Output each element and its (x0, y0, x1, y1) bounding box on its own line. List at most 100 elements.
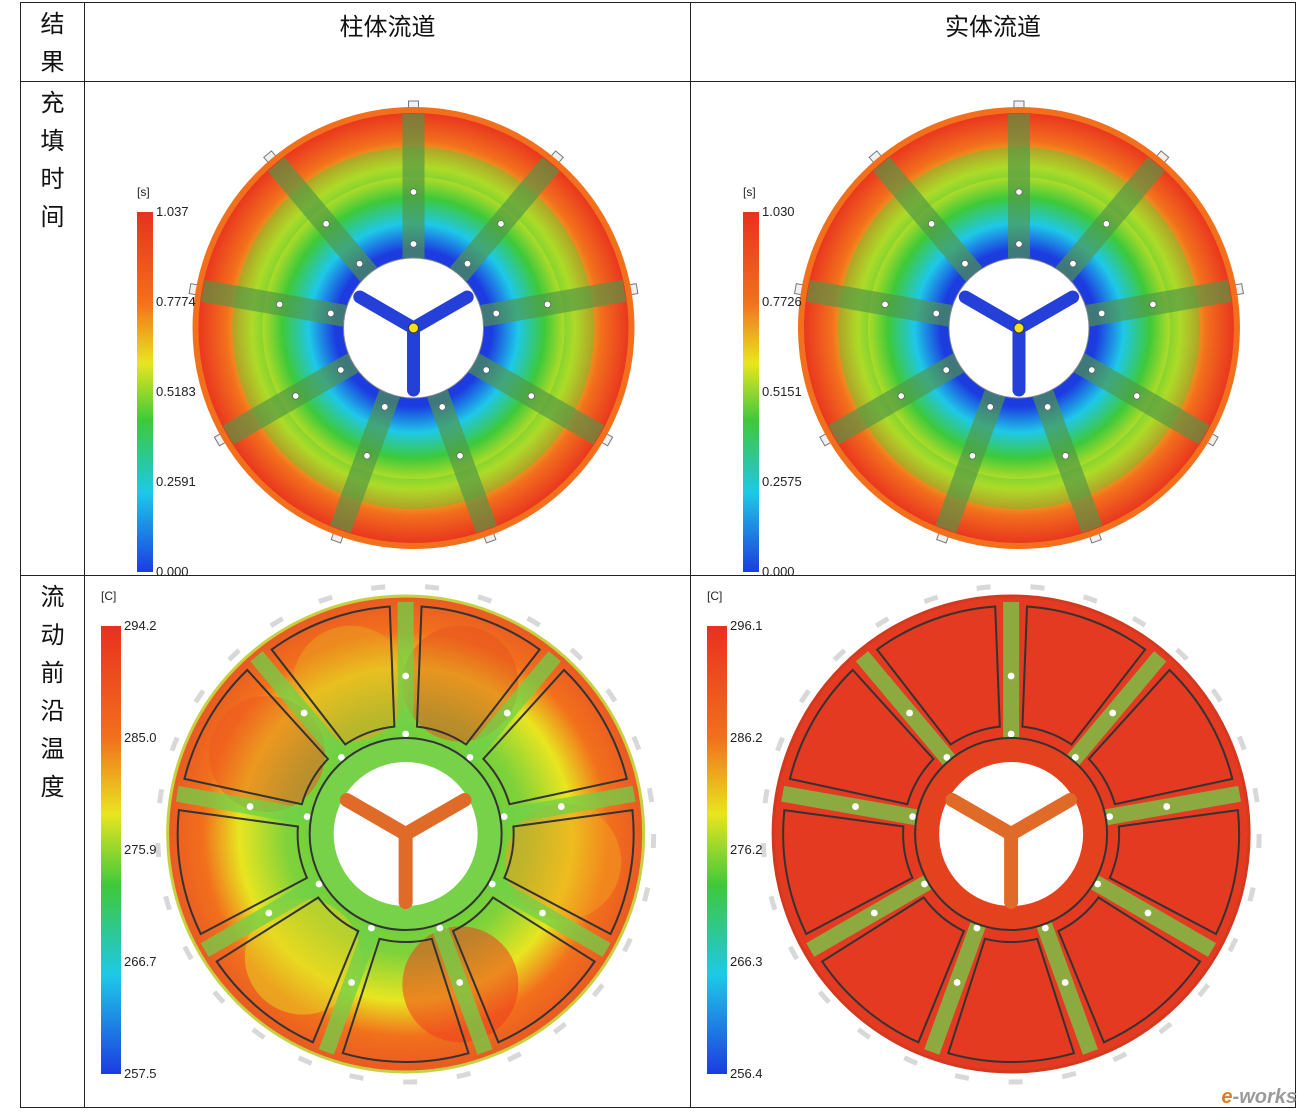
legend-tick-label: 266.3 (730, 954, 763, 969)
runner-arm (1012, 290, 1080, 335)
rib-channel (175, 785, 313, 826)
gate-point (539, 909, 546, 917)
sector-outline (1057, 896, 1202, 1044)
legend-tick-label: 1.037 (156, 204, 189, 219)
runner-arm (958, 290, 1026, 335)
rib-channel (484, 875, 611, 957)
gate-point (1015, 240, 1023, 248)
row-label-char: 流 (40, 583, 65, 611)
rib-channel (329, 390, 400, 533)
rib-channel (1104, 785, 1241, 826)
gate-point (300, 709, 308, 717)
eworks-watermark-logo: e-works (1221, 1086, 1297, 1109)
legend-tick-label: 257.5 (124, 1066, 157, 1081)
sector-outline (1021, 605, 1147, 746)
temp-patch (292, 625, 409, 742)
rib-channel (480, 280, 627, 327)
temp-cylinder-cell: [C] 294.2 285.0 275.9 266.7 257.5 (84, 575, 691, 1108)
runner-arm (339, 793, 413, 841)
gate-point (1109, 709, 1117, 717)
gate-point (953, 979, 961, 986)
gate-point (410, 188, 418, 196)
gate-point (943, 753, 951, 761)
gate-point (921, 880, 928, 888)
gate-point (1044, 403, 1052, 411)
rib-channel (828, 353, 964, 445)
legend-unit: [s] (137, 185, 150, 199)
row-label-char: 度 (40, 773, 65, 801)
gate-point (315, 880, 323, 888)
gate-point (1106, 813, 1114, 821)
gate-point (327, 309, 335, 317)
gate-point (527, 392, 535, 400)
temp-solid-cell: [C] 296.1 286.2 276.2 266.3 256.4 (690, 575, 1296, 1108)
rib-outline (1085, 280, 1232, 327)
gate-point (961, 260, 969, 268)
gate-point (909, 813, 917, 821)
legend-color-bar (101, 626, 121, 1074)
gate-point (1015, 188, 1023, 196)
gate-point (337, 366, 345, 374)
runner-arm (398, 793, 472, 841)
fill-time-cylinder-plot: [s] 1.037 0.7774 0.5183 0.2591 0.000 (137, 100, 639, 575)
rib-channel (498, 785, 636, 826)
rib-outline (200, 280, 347, 327)
legend-tick-label: 266.7 (124, 954, 157, 969)
row-label-char: 时 (40, 165, 65, 193)
rib-channel (200, 875, 327, 957)
gate-point (363, 452, 371, 460)
temp-patch (402, 625, 519, 742)
gate-point (356, 260, 364, 268)
gate-point (503, 709, 511, 717)
gate-point (1133, 392, 1141, 400)
row-label-flow-front-temp: 流 动 前 沿 温 度 (20, 575, 85, 1108)
rib-channel (222, 353, 359, 445)
legend-unit: [C] (101, 589, 116, 603)
rib-channel (781, 785, 918, 826)
legend-tick-label: 294.2 (124, 618, 157, 633)
row-label-char: 填 (40, 127, 65, 155)
rib-outline (468, 353, 605, 445)
row-label-char: 动 (40, 621, 65, 649)
outer-ghost-ring (155, 583, 657, 1085)
rib-channel (427, 390, 498, 533)
rib-channel (461, 651, 561, 766)
gate-point (973, 924, 981, 932)
gate-point (1061, 979, 1069, 986)
fill-time-solid-plot: [s] 1.030 0.7726 0.5151 0.2575 0.000 (743, 100, 1244, 575)
rib-channel (267, 156, 377, 282)
runner-arm (945, 793, 1019, 841)
sector-outline (183, 668, 330, 806)
temp-cylinder-plot: [C] 294.2 285.0 275.9 266.7 257.5 (101, 583, 657, 1085)
gate-point (1149, 300, 1157, 308)
gate-point (402, 672, 410, 680)
runner-arm (407, 290, 474, 335)
watermark-rest: -works (1232, 1086, 1297, 1108)
gate-point (942, 366, 950, 374)
row-label-char: 间 (40, 203, 65, 231)
legend-color-bar (743, 212, 759, 572)
gate-point (292, 392, 300, 400)
legend-tick-label: 256.4 (730, 1066, 763, 1081)
gate-point (897, 392, 905, 400)
rib-channel (806, 280, 952, 327)
fill-time-cylinder-cell: [s] 1.037 0.7774 0.5183 0.2591 0.000 (84, 81, 691, 576)
rib-channel (1066, 651, 1167, 766)
rib-channel (318, 921, 381, 1055)
legend-tick-label: 0.5151 (762, 384, 802, 399)
rib-outline (872, 156, 983, 282)
gate-point (986, 403, 994, 411)
sector-outline (788, 668, 935, 806)
gate-point (500, 813, 508, 821)
rib-channel (855, 651, 956, 766)
rib-channel (924, 921, 986, 1055)
rib-outline (1032, 390, 1103, 533)
row-label-char: 充 (40, 89, 65, 117)
gate-point (482, 366, 490, 374)
rib-outline (935, 390, 1006, 533)
temp-patch (244, 898, 361, 1015)
rib-channel (872, 156, 983, 282)
gate-point (497, 220, 505, 228)
gate-point (276, 300, 284, 308)
rib-channel (200, 280, 347, 327)
